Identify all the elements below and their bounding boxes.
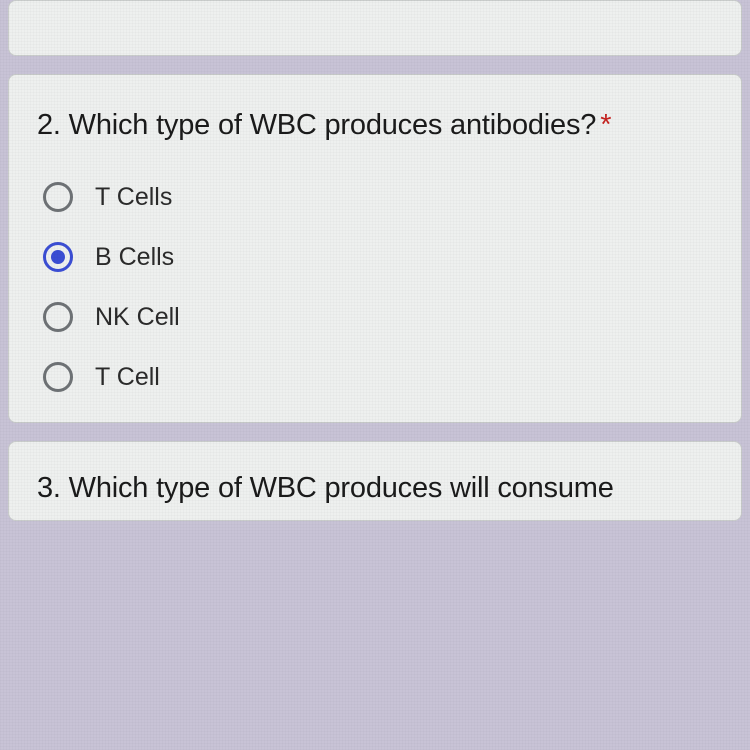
question-card-3: 3. Which type of WBC produces will consu… xyxy=(8,441,742,521)
option-b-cells[interactable]: B Cells xyxy=(43,242,713,272)
question-card-2: 2. Which type of WBC produces antibodies… xyxy=(8,74,742,423)
option-label: NK Cell xyxy=(95,303,180,332)
question-prompt: 2. Which type of WBC produces antibodies… xyxy=(37,109,596,141)
question-text: 2. Which type of WBC produces antibodies… xyxy=(37,109,713,142)
radio-icon xyxy=(43,242,73,272)
option-label: B Cells xyxy=(95,243,174,272)
option-nk-cell[interactable]: NK Cell xyxy=(43,302,713,332)
radio-icon xyxy=(43,362,73,392)
radio-icon xyxy=(43,302,73,332)
option-label: T Cell xyxy=(95,363,160,392)
radio-icon xyxy=(43,182,73,212)
option-label: T Cells xyxy=(95,183,172,212)
options-group: T Cells B Cells NK Cell T Cell xyxy=(37,182,713,392)
previous-question-card xyxy=(8,0,742,56)
option-t-cells[interactable]: T Cells xyxy=(43,182,713,212)
option-t-cell[interactable]: T Cell xyxy=(43,362,713,392)
question-text-partial: 3. Which type of WBC produces will consu… xyxy=(37,472,713,505)
required-asterisk: * xyxy=(600,109,611,141)
